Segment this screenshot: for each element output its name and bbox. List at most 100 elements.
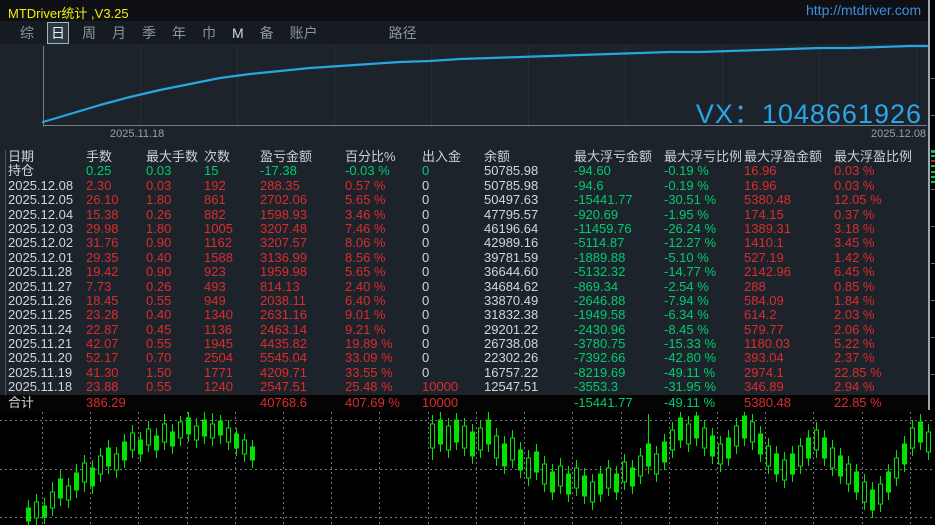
cell-balance: 42989.16: [484, 235, 539, 251]
cell-count: 1136: [204, 321, 232, 337]
price-scale-tick: [931, 226, 935, 227]
cell-inout: 0: [422, 249, 430, 265]
cell-count: 1240: [204, 379, 233, 395]
cell-count: 1588: [204, 249, 233, 265]
cell-pct: 5.65 %: [345, 192, 386, 208]
cell-date: 2025.11.24: [8, 321, 73, 337]
menu-item-备[interactable]: 备: [259, 24, 274, 41]
cell-balance: 12547.51: [484, 379, 539, 395]
cell-date: 2025.11.18: [8, 379, 73, 395]
vx-contact-label: VX：1048661926: [695, 99, 922, 129]
menu-item-季[interactable]: 季: [142, 24, 156, 41]
cell-mfl: -920.69: [574, 206, 619, 222]
cell-date: 持仓: [8, 163, 35, 179]
cell-date: 2025.11.25: [8, 307, 73, 323]
cell-mfppct: 0.37 %: [834, 206, 875, 222]
window-left-border: [5, 44, 6, 410]
price-scale-tick: [931, 189, 935, 190]
equity-gridline: [916, 46, 917, 127]
cell-lots: 52.17: [86, 350, 119, 366]
cell-date: 2025.12.04: [8, 206, 74, 222]
cell-pct: 5.65 %: [345, 264, 386, 280]
table-row: 2025.12.02 31.76 0.90 1162 3207.57 8.06 % 0 429…: [0, 235, 928, 251]
cell-mfppct: 1.42 %: [834, 249, 875, 265]
price-scale-sliver: [930, 21, 935, 410]
cell-mfl: -869.34: [574, 278, 619, 294]
cell-pnl: 4209.71: [260, 364, 307, 380]
cell-count: 2504: [204, 350, 233, 366]
cell-pnl: 2547.51: [260, 379, 307, 395]
cell-mflpct: -49.11 %: [664, 394, 716, 410]
menu-item-周[interactable]: 周: [82, 24, 96, 41]
cell-inout: 0: [422, 177, 430, 193]
menu-item-M[interactable]: M: [232, 24, 244, 41]
cell-mfp: 5380.48: [744, 192, 791, 208]
column-header-lots: 手数: [86, 149, 113, 164]
cell-mfp: 1389.31: [744, 220, 791, 236]
cell-maxlots: 0.40: [146, 249, 172, 265]
table-row: 2025.11.19 41.30 1.50 1771 4209.71 33.55 % 0 16…: [0, 364, 928, 380]
cell-mfppct: 6.45 %: [834, 264, 875, 280]
cell-lots: 2.30: [86, 177, 112, 193]
cell-lots: 22.87: [86, 321, 119, 337]
equity-gridline: [528, 46, 529, 127]
cell-balance: 50785.98: [484, 163, 539, 179]
cell-count: 15: [204, 163, 219, 179]
price-scale-tick: [931, 374, 935, 375]
menu-item-综[interactable]: 综: [20, 24, 34, 41]
cell-pct: 9.21 %: [345, 321, 386, 337]
column-header-mfl: 最大浮亏金额: [574, 149, 653, 164]
cell-lots: 26.10: [86, 192, 119, 208]
equity-end-date-label: 2025.12.08: [871, 128, 927, 140]
cell-maxlots: 0.03: [146, 177, 172, 193]
menu-item-路径[interactable]: 路径: [388, 24, 417, 41]
cell-mfp: 584.09: [744, 292, 784, 308]
cell-inout: 0: [422, 321, 430, 337]
cell-balance: 26738.08: [484, 336, 539, 352]
menu-item-月[interactable]: 月: [112, 24, 126, 41]
website-link[interactable]: http://mtdriver.com: [806, 2, 922, 18]
cell-inout: 10000: [422, 394, 459, 410]
menu-item-巾[interactable]: 巾: [202, 24, 216, 41]
cell-count: 882: [204, 206, 226, 222]
cell-balance: 33870.49: [484, 292, 539, 308]
price-scale-tick: [931, 300, 935, 301]
cell-balance: 22302.26: [484, 350, 539, 366]
cell-lots: 15.38: [86, 206, 119, 222]
cell-pct: 33.09 %: [345, 350, 393, 366]
table-row: 2025.11.24 22.87 0.45 1136 2463.14 9.21 % 0 292…: [0, 321, 928, 337]
cell-mfl: -15441.77: [574, 192, 633, 208]
menu-item-日[interactable]: 日: [47, 21, 69, 44]
cell-balance: 39781.59: [484, 249, 539, 265]
cell-mfppct: 0.85 %: [834, 278, 875, 294]
cell-mflpct: -1.95 %: [664, 206, 709, 222]
cell-mfppct: 5.22 %: [834, 336, 875, 352]
equity-gridline: [237, 46, 238, 127]
cell-pnl: 2038.11: [260, 292, 307, 308]
column-header-pnl: 盈亏金额: [260, 149, 313, 164]
table-row: 2025.11.26 18.45 0.55 949 2038.11 6.40 % 0 3387…: [0, 292, 928, 308]
column-header-mflpct: 最大浮亏比例: [664, 149, 743, 164]
cell-pnl: 4435.82: [260, 336, 307, 352]
title-bar[interactable]: MTDriver统计 ,V3.25 http://mtdriver.com: [0, 0, 928, 21]
cell-date: 2025.12.02: [8, 235, 74, 251]
cell-date: 2025.11.21: [8, 336, 73, 352]
cell-mfl: -94.60: [574, 163, 611, 179]
column-header-date: 日期: [8, 149, 35, 164]
cell-mfppct: 2.06 %: [834, 321, 875, 337]
equity-gridline: [334, 46, 335, 127]
cell-balance: 46196.64: [484, 220, 539, 236]
open-position-row: 持仓 0.25 0.03 15 -17.38 -0.03 % 0 50785.98 -94.60…: [0, 163, 928, 179]
cell-mfp: 1410.1: [744, 235, 784, 251]
menu-item-账户[interactable]: 账户: [289, 24, 318, 41]
cell-balance: 36644.60: [484, 264, 539, 280]
cell-maxlots: 0.03: [146, 163, 172, 179]
cell-mfppct: 2.03 %: [834, 307, 875, 323]
table-row: 2025.11.27 7.73 0.26 493 814.13 2.40 % 0 34684.…: [0, 278, 928, 294]
price-scale-mark: [931, 160, 935, 162]
cell-mfp: 614.2: [744, 307, 777, 323]
cell-maxlots: 0.26: [146, 278, 172, 294]
statistics-table: 日期 手数 最大手数 次数 盈亏金额 百分比% 出入金 余额 最大浮亏金额 最大浮亏比例 最大浮盈金…: [0, 149, 928, 412]
cell-mflpct: -0.19 %: [664, 163, 709, 179]
menu-item-年[interactable]: 年: [172, 24, 186, 41]
